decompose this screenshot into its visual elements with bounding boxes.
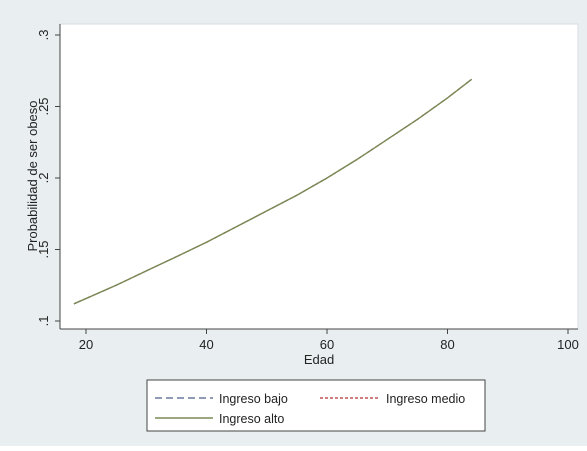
x-tick-label: 100 — [557, 337, 579, 352]
legend-label-ingreso-alto: Ingreso alto — [219, 412, 284, 426]
y-axis-ticks: .1 .15 .2 .25 .3 — [36, 30, 60, 327]
x-tick-label: 40 — [199, 337, 213, 352]
x-tick-label: 60 — [320, 337, 334, 352]
plot-area — [59, 23, 579, 330]
series-lines — [73, 78, 473, 305]
y-tick-label: .3 — [36, 30, 51, 41]
legend-label-ingreso-medio: Ingreso medio — [386, 392, 465, 406]
series-line-ingreso-alto — [73, 78, 473, 305]
y-tick-label: .2 — [36, 173, 51, 184]
x-tick-label: 80 — [440, 337, 454, 352]
x-axis-label: Edad — [304, 352, 334, 367]
legend-box — [146, 379, 486, 432]
x-axis-ticks: 20 40 60 80 100 — [79, 329, 579, 352]
y-axis-label: Probabilidad de ser obeso — [25, 100, 40, 251]
y-tick-label: .15 — [36, 240, 51, 258]
legend: Ingreso bajo Ingreso medio Ingreso alto — [146, 379, 486, 432]
y-tick-label: .25 — [36, 97, 51, 115]
x-tick-label: 20 — [79, 337, 93, 352]
legend-label-ingreso-bajo: Ingreso bajo — [219, 392, 288, 406]
y-tick-label: .1 — [36, 316, 51, 327]
